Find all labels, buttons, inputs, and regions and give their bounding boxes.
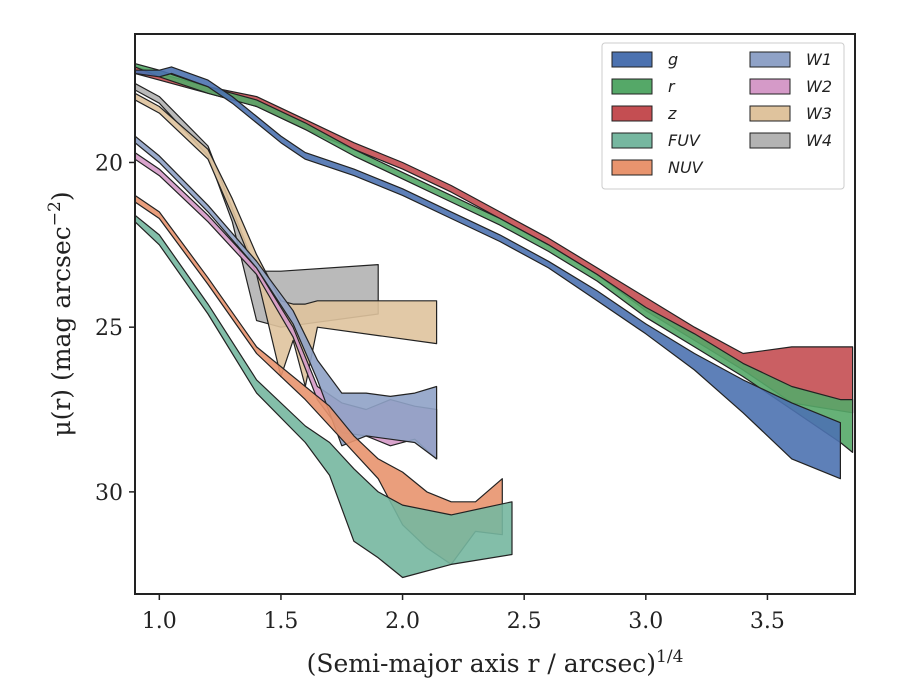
- legend-swatch-r: [611, 78, 653, 95]
- x-tick-label: 2.0: [385, 609, 420, 634]
- legend-label-w1: W1: [806, 50, 832, 69]
- legend-swatch-w1: [749, 51, 791, 68]
- x-axis-ticks: 1.0 1.5 2.0 2.5 3.0 3.5: [142, 594, 785, 634]
- legend-swatch-g: [611, 51, 653, 68]
- x-tick-label: 1.5: [263, 609, 298, 634]
- legend-label-fuv: FUV: [668, 131, 701, 150]
- y-tick-label: 25: [95, 316, 123, 341]
- band-w1: [135, 135, 438, 460]
- series-bands: [135, 62, 854, 579]
- legend-label-w3: W3: [806, 104, 832, 123]
- legend-label-g: g: [668, 50, 678, 69]
- plot-frame: [134, 33, 856, 595]
- legend-swatch-nuv: [611, 159, 653, 176]
- y-axis-ticks: 20 25 30: [95, 151, 135, 506]
- y-tick-label: 30: [95, 481, 123, 506]
- x-axis-label: (Semi-major axis r / arcsec)1/4: [307, 647, 684, 678]
- legend-label-w4: W4: [806, 131, 832, 150]
- legend-swatch-w2: [749, 78, 791, 95]
- legend-label-w2: W2: [806, 77, 832, 96]
- x-tick-label: 3.0: [628, 609, 663, 634]
- band-fuv: [135, 214, 513, 579]
- x-tick-label: 2.5: [507, 609, 542, 634]
- x-tick-label: 1.0: [142, 609, 177, 634]
- legend-label-z: z: [667, 104, 677, 123]
- band-r: [135, 62, 854, 453]
- band-w3: [135, 92, 438, 388]
- y-tick-label: 20: [95, 151, 123, 176]
- band-g: [135, 66, 842, 480]
- y-axis-label: μ(r) (mag arcsec−2): [45, 191, 76, 436]
- legend-swatch-z: [611, 105, 653, 122]
- legend-label-r: r: [668, 77, 676, 96]
- legend-swatch-w4: [749, 132, 791, 149]
- legend: grz FUV NUV W1 W2 W3 W4: [601, 42, 845, 190]
- x-tick-label: 3.5: [750, 609, 785, 634]
- legend-swatch-w3: [749, 105, 791, 122]
- legend-label-nuv: NUV: [668, 158, 704, 177]
- legend-swatch-fuv: [611, 132, 653, 149]
